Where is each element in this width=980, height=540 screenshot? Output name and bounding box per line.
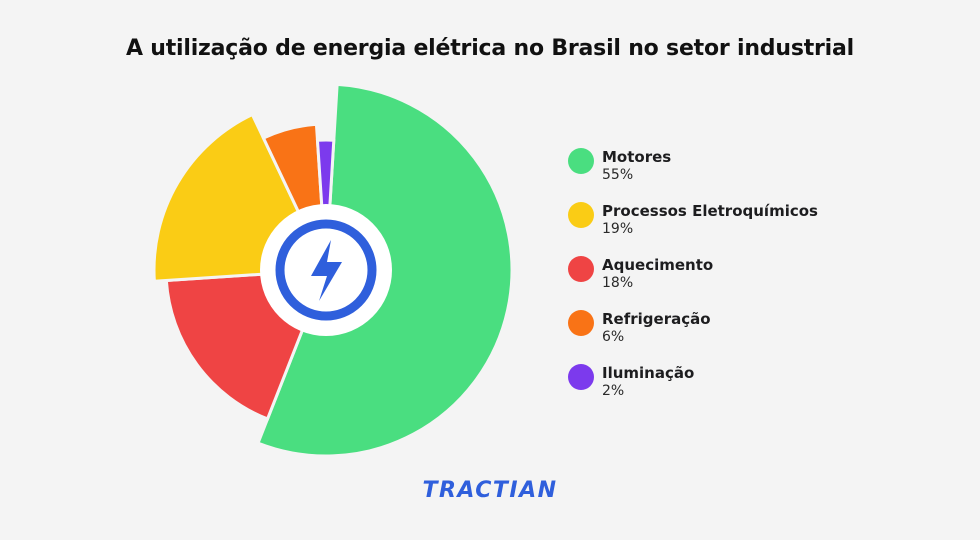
legend-swatch xyxy=(568,310,594,336)
legend-label: Iluminação xyxy=(602,364,695,382)
legend-value: 55% xyxy=(602,167,634,183)
legend-value: 6% xyxy=(602,329,625,345)
legend-label: Processos Eletroquímicos xyxy=(602,202,818,220)
legend-item: Refrigeração 6% xyxy=(568,308,868,352)
legend-value: 19% xyxy=(602,221,634,237)
legend-item: Aquecimento 18% xyxy=(568,254,868,298)
legend-label: Motores xyxy=(602,148,672,166)
legend-swatch xyxy=(568,364,594,390)
legend-label: Aquecimento xyxy=(602,256,714,274)
legend-value: 18% xyxy=(602,275,634,291)
legend-item: Motores 55% xyxy=(568,146,868,190)
legend-item: Iluminação 2% xyxy=(568,362,868,406)
chart-title: A utilização de energia elétrica no Bras… xyxy=(125,36,855,61)
legend-swatch xyxy=(568,148,594,174)
legend-swatch xyxy=(568,256,594,282)
brand-logo: TRACTIAN xyxy=(422,478,558,503)
legend-item: Processos Eletroquímicos 19% xyxy=(568,200,868,244)
lightning-bolt-icon xyxy=(275,219,377,321)
legend-value: 2% xyxy=(602,383,625,399)
legend-swatch xyxy=(568,202,594,228)
legend-label: Refrigeração xyxy=(602,310,711,328)
